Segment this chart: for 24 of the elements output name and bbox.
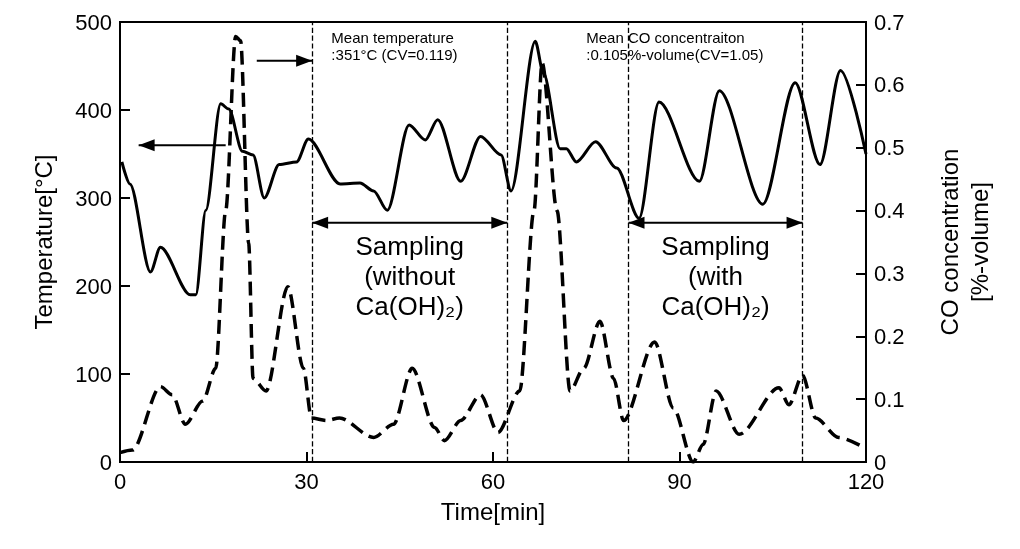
y2-tick-label: 0.7 — [874, 9, 905, 35]
annotation: Sampling (without Ca(OH)₂) — [355, 231, 464, 322]
y-tick-label: 0 — [99, 449, 112, 475]
y2-tick-label: 0.5 — [874, 135, 905, 161]
y2-tick-label: 0 — [874, 449, 887, 475]
y2-tick-label: 0.3 — [874, 260, 905, 286]
y-tick-label: 400 — [75, 97, 112, 123]
annotation: Sampling (with Ca(OH)₂) — [661, 231, 770, 322]
y2-tick-label: 0.1 — [874, 386, 905, 412]
x-tick-label: 60 — [480, 468, 506, 494]
x-axis-title: Time[min] — [440, 498, 546, 526]
y-tick-label: 500 — [75, 9, 112, 35]
y2-tick-label: 0.4 — [874, 198, 905, 224]
annotation: Mean temperature :351°C (CV=0.119) — [331, 29, 458, 64]
y-tick-label: 300 — [75, 185, 112, 211]
y-tick-label: 100 — [75, 361, 112, 387]
y2-axis-title: CO concentration [%-volume] — [935, 148, 993, 336]
x-tick-label: 90 — [667, 468, 692, 494]
y2-tick-label: 0.6 — [874, 72, 905, 98]
y-tick-label: 200 — [75, 273, 112, 299]
y2-tick-label: 0.2 — [874, 323, 905, 349]
y-axis-title: Temperature[°C] — [29, 154, 57, 330]
annotation: Mean CO concentraiton :0.105%-volume(CV=1.05) — [586, 29, 764, 64]
x-tick-label: 30 — [294, 468, 319, 494]
